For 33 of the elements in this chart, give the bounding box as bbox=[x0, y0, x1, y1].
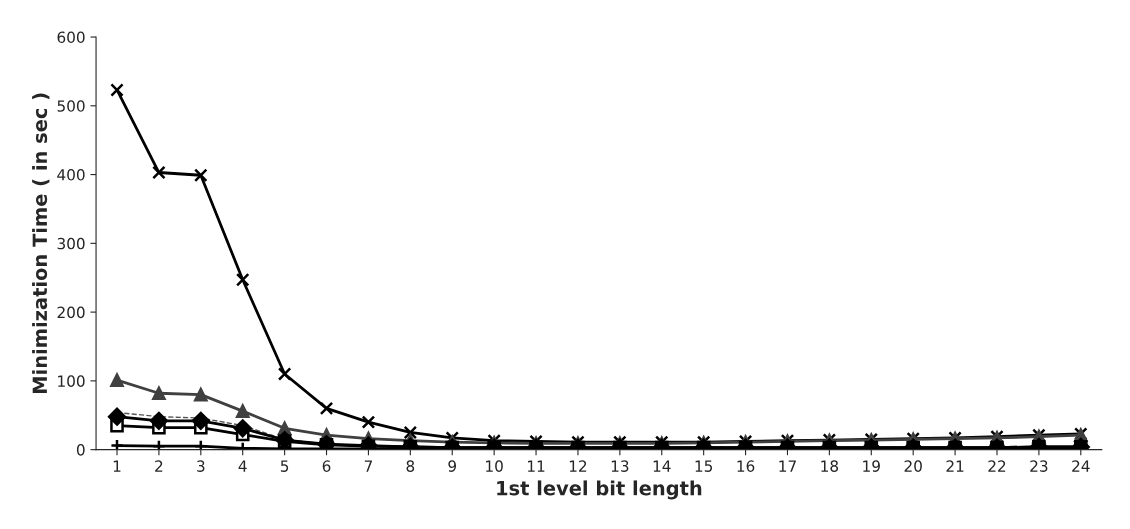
x-tick-label: 11 bbox=[528, 460, 545, 472]
y-tick-label: 300 bbox=[57, 237, 85, 250]
x-tick-label: 6 bbox=[322, 460, 331, 472]
x-tick-label: 4 bbox=[238, 460, 247, 472]
x-tick-label: 2 bbox=[155, 460, 163, 472]
y-tick-label: 0 bbox=[76, 444, 85, 456]
x-tick-label: 16 bbox=[737, 460, 755, 472]
x-tick-label: 23 bbox=[1030, 460, 1048, 472]
x-tick-label: 7 bbox=[364, 460, 372, 472]
y-tick-label: 600 bbox=[57, 31, 85, 44]
x-tick-label: 3 bbox=[197, 460, 205, 472]
x-tick-label: 5 bbox=[280, 460, 289, 472]
x-tick-label: 15 bbox=[695, 460, 713, 472]
x-tick-label: 13 bbox=[611, 460, 629, 472]
y-axis-title: Minimization Time ( in sec ) bbox=[32, 93, 50, 393]
x-tick-label: 24 bbox=[1072, 460, 1090, 472]
x-tick-label: 10 bbox=[486, 460, 503, 472]
x-tick-label: 17 bbox=[779, 460, 796, 472]
x-tick-label: 8 bbox=[406, 460, 415, 472]
x-tick-label: 21 bbox=[946, 460, 964, 472]
y-tick-label: 100 bbox=[58, 375, 85, 387]
x-tick-label: 12 bbox=[569, 460, 587, 472]
x-tick-label: 18 bbox=[821, 460, 839, 472]
y-tick-label: 200 bbox=[57, 306, 85, 319]
x-tick-label: 14 bbox=[653, 460, 671, 472]
y-tick-label: 400 bbox=[57, 169, 85, 181]
x-tick-label: 9 bbox=[448, 460, 457, 472]
y-tick-label: 500 bbox=[57, 100, 85, 112]
x-tick-label: 19 bbox=[863, 460, 880, 472]
x-tick-label: 22 bbox=[988, 460, 1006, 472]
x-tick-label: 20 bbox=[904, 460, 922, 472]
x-axis-title: 1st level bit length bbox=[497, 480, 702, 500]
x-tick-label: 1 bbox=[113, 460, 121, 472]
